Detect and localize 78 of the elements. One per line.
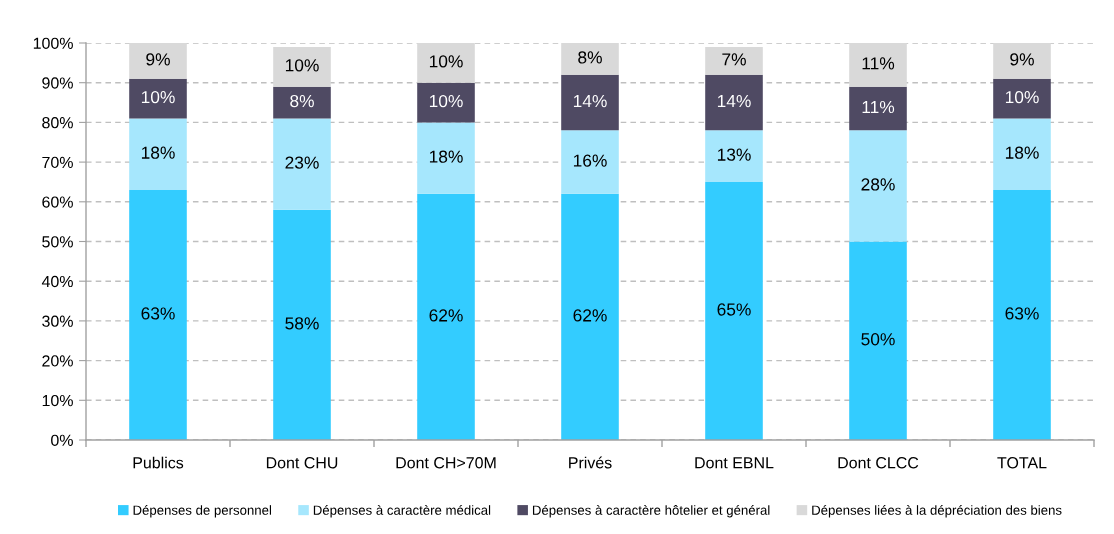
y-tick-label: 0% — [51, 434, 73, 446]
bar — [129, 189, 187, 440]
data-label: 14% — [717, 94, 751, 108]
bar — [993, 118, 1051, 190]
bar — [273, 46, 331, 87]
bar — [705, 46, 763, 75]
data-label: 18% — [429, 150, 463, 163]
bar — [273, 118, 331, 210]
data-label: 58% — [285, 317, 319, 330]
data-label: 11% — [862, 100, 895, 114]
x-tick-label: Dont EBNL — [695, 457, 774, 469]
data-label: 62% — [429, 309, 463, 322]
data-label: 18% — [1005, 146, 1039, 159]
data-label: 10% — [429, 55, 463, 68]
y-tick-label: 30% — [42, 315, 73, 327]
bar — [993, 78, 1051, 119]
bar — [417, 82, 475, 123]
data-label: 10% — [141, 90, 175, 104]
data-label: 7% — [722, 53, 746, 66]
bar — [561, 43, 619, 75]
bar — [129, 78, 187, 119]
y-tick-label: 70% — [42, 156, 73, 169]
bar — [993, 43, 1051, 79]
data-label: 18% — [141, 146, 175, 159]
bar — [849, 241, 907, 440]
y-tick-label: 100% — [33, 37, 73, 49]
bar — [417, 43, 475, 83]
y-tick-label: 90% — [42, 77, 73, 89]
bar — [417, 193, 475, 440]
bar — [561, 130, 619, 194]
x-tick-label: Dont CH>70M — [396, 457, 496, 469]
data-label: 16% — [573, 154, 607, 167]
bar — [417, 122, 475, 194]
x-tick-label: Dont CLCC — [838, 457, 919, 469]
y-tick-label: 10% — [42, 394, 73, 407]
bar — [849, 130, 907, 242]
data-label: 10% — [1005, 90, 1039, 104]
legend-label: Dépenses à caractère hôtelier et général — [532, 505, 770, 518]
x-tick-label: TOTAL — [997, 457, 1047, 469]
y-tick-label: 20% — [42, 355, 73, 367]
bar — [273, 209, 331, 440]
bar — [849, 43, 907, 87]
bar — [129, 43, 187, 79]
legend-label: Dépenses à caractère médical — [313, 505, 491, 518]
data-label: 10% — [429, 94, 463, 108]
bar — [849, 86, 907, 131]
bar — [705, 74, 763, 131]
data-label: 8% — [290, 94, 314, 108]
data-label: 9% — [1010, 53, 1034, 66]
x-tick-label: Privés — [569, 456, 612, 469]
data-label: 14% — [573, 94, 607, 108]
bar — [705, 181, 763, 440]
data-label: 23% — [285, 156, 319, 169]
data-label: 13% — [717, 148, 751, 161]
bar — [129, 118, 187, 190]
bar — [993, 189, 1051, 440]
data-label: 63% — [1005, 307, 1039, 320]
y-tick-label: 40% — [41, 275, 73, 288]
x-tick-label: Publics — [133, 456, 184, 469]
data-label: 63% — [141, 307, 175, 320]
data-label: 28% — [861, 178, 895, 191]
data-label: 62% — [573, 309, 607, 322]
data-label: 10% — [285, 59, 319, 72]
y-tick-label: 50% — [42, 236, 73, 248]
legend-label: Dépenses liées à la dépréciation des biens — [812, 505, 1062, 518]
bar — [561, 193, 619, 440]
data-label: 8% — [578, 51, 602, 64]
data-label: 11% — [862, 57, 895, 70]
legend-label: Dépenses de personnel — [133, 505, 272, 518]
bar — [273, 86, 331, 119]
data-label: 9% — [146, 53, 170, 66]
data-label: 65% — [717, 303, 751, 316]
data-label: 50% — [861, 333, 895, 346]
y-tick-label: 80% — [42, 117, 73, 129]
bar — [705, 130, 763, 182]
bar — [561, 74, 619, 131]
x-tick-label: Dont CHU — [266, 457, 338, 469]
y-tick-label: 60% — [42, 196, 73, 208]
